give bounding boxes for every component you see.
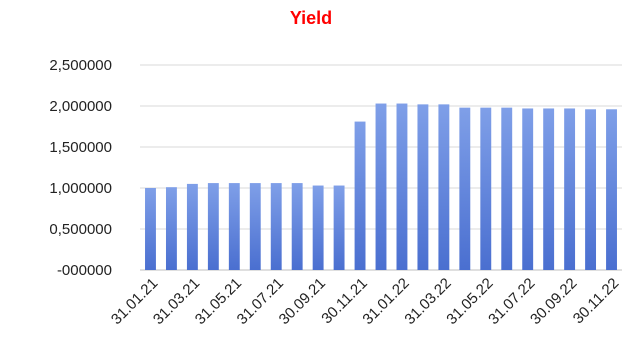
bar (145, 188, 156, 270)
y-tick-label: 2,000000 (49, 98, 112, 115)
y-tick-label: 1,500000 (49, 139, 112, 156)
bar (165, 187, 177, 270)
bar (459, 107, 471, 270)
bar (585, 109, 597, 270)
bars (145, 103, 617, 271)
bar (501, 107, 513, 270)
bar (522, 108, 534, 271)
x-tick-label: 30.09.22 (527, 275, 580, 328)
y-tick-label: -000000 (57, 262, 112, 279)
y-tick-label: 1,000000 (49, 180, 112, 197)
bar (207, 183, 219, 270)
bar (438, 104, 450, 270)
x-axis: 31.01.2131.03.2131.05.2131.07.2130.09.21… (108, 275, 622, 328)
bar (312, 185, 324, 270)
bar (186, 183, 198, 270)
bar (354, 121, 366, 270)
bar (396, 103, 408, 270)
bar (228, 183, 240, 270)
bar (375, 103, 387, 270)
bar (480, 107, 492, 270)
y-axis: -000000 0,500000 1,000000 1,500000 2,000000 2… (49, 57, 112, 279)
bar (333, 185, 345, 270)
y-tick-label: 2,500000 (49, 57, 112, 74)
chart-title: Yield (290, 8, 332, 28)
bar (249, 183, 261, 270)
x-tick-label: 30.09.21 (276, 275, 329, 328)
bar (606, 109, 617, 270)
bar (270, 183, 282, 270)
bar (564, 108, 576, 271)
x-tick-label: 30.11.22 (570, 275, 622, 328)
bar (417, 104, 429, 270)
bar (543, 108, 555, 271)
bar (291, 183, 303, 270)
y-tick-label: 0,500000 (49, 221, 112, 238)
